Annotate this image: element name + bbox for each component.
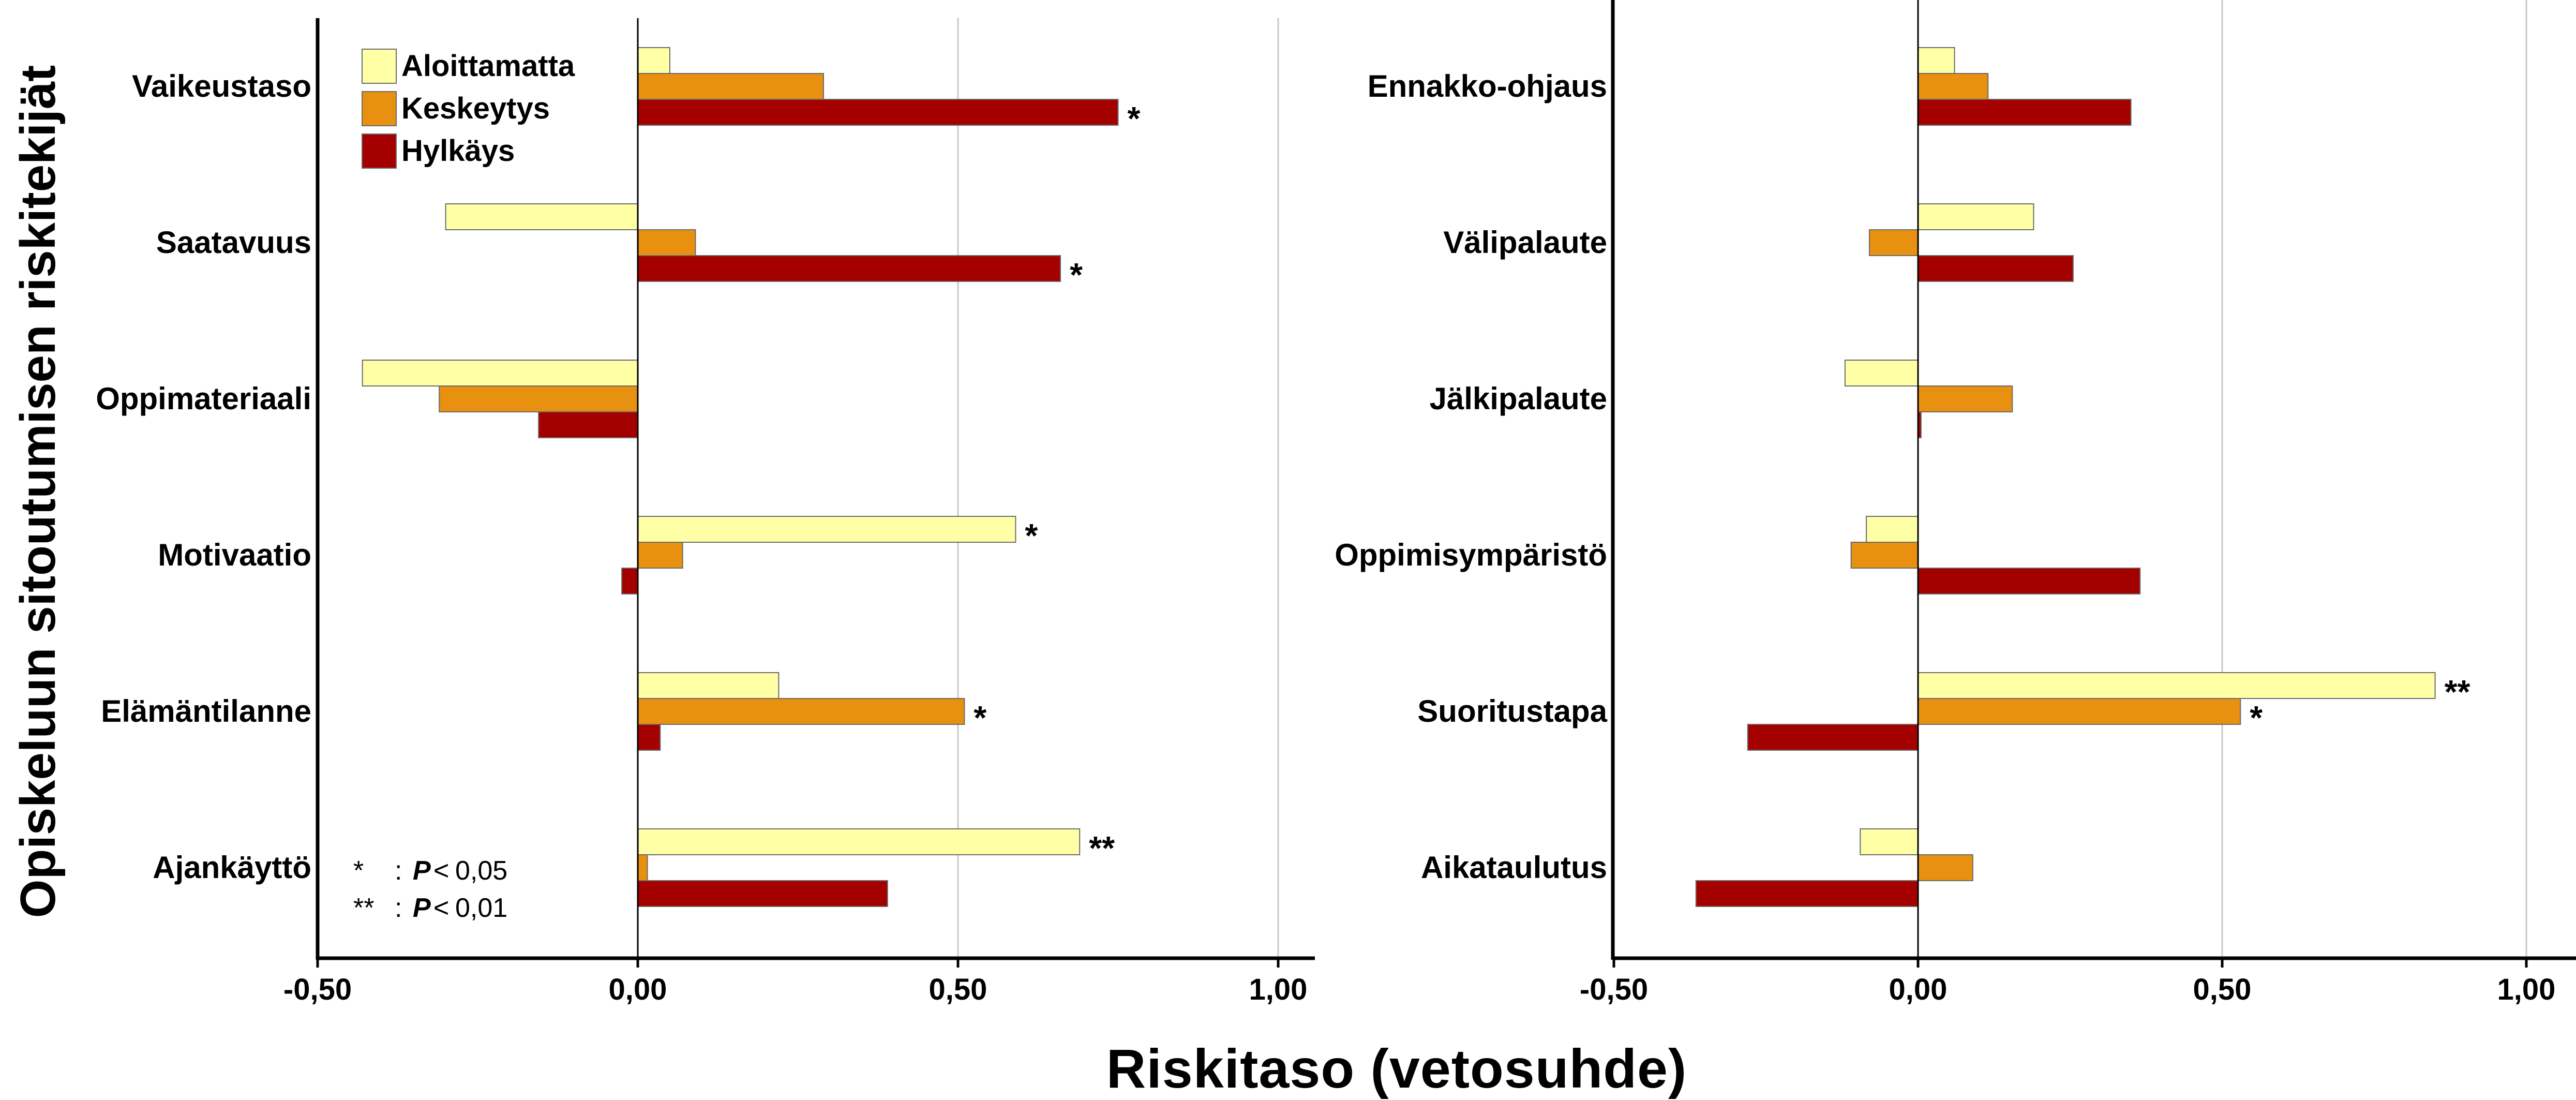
note-operator: < bbox=[433, 856, 449, 886]
bar bbox=[637, 880, 888, 907]
legend-label: Aloittamatta bbox=[401, 49, 575, 83]
bar bbox=[362, 360, 638, 387]
bar bbox=[1918, 854, 1973, 881]
bar bbox=[1868, 229, 1919, 256]
bar bbox=[1918, 203, 2034, 230]
right-panel: ***-0,50 0,00 0,50 1,00Ennakko-ohjausVälipa… bbox=[1335, 0, 2576, 1006]
bar bbox=[1918, 698, 2241, 725]
category-label: Vaikeustaso bbox=[132, 69, 311, 103]
bar bbox=[1918, 672, 2436, 699]
bar bbox=[1695, 880, 1919, 907]
bar bbox=[439, 385, 638, 412]
note-symbol: * bbox=[353, 856, 364, 886]
bar bbox=[637, 229, 696, 256]
legend-swatch bbox=[362, 133, 397, 169]
bar bbox=[1866, 516, 1919, 543]
left-panel: ******-0,50 0,00 0,50 1,00VaikeustasoSaatav… bbox=[96, 18, 1315, 1006]
note-value: 0,05 bbox=[455, 856, 507, 886]
significance-mark: ** bbox=[2445, 673, 2470, 710]
x-axis-label: Riskitaso (vetosuhde) bbox=[1106, 1038, 1687, 1099]
x-tick-label: -0,50 bbox=[283, 973, 352, 1006]
bar bbox=[1844, 360, 1919, 387]
x-tick-label: 1,00 bbox=[2497, 973, 2556, 1006]
bar bbox=[1918, 568, 2141, 594]
legend-swatch bbox=[362, 49, 397, 84]
bar bbox=[637, 854, 648, 881]
x-tick-label: 0,50 bbox=[929, 973, 987, 1006]
bar bbox=[1918, 385, 2013, 412]
category-label: Elämäntilanne bbox=[101, 694, 311, 729]
legend-label: Hylkäys bbox=[401, 134, 515, 168]
x-tick-label: 1,00 bbox=[1249, 973, 1308, 1006]
bar bbox=[637, 828, 1081, 855]
category-label: Ajankäyttö bbox=[153, 850, 311, 885]
significance-mark: * bbox=[1128, 100, 1141, 137]
bar bbox=[637, 73, 825, 100]
bar bbox=[1918, 47, 1955, 74]
category-label: Välipalaute bbox=[1443, 225, 1607, 260]
bar bbox=[1918, 73, 1989, 100]
legend-label: Keskeytys bbox=[401, 92, 550, 125]
category-label: Oppimateriaali bbox=[96, 381, 311, 416]
x-tick-label: 0,00 bbox=[1889, 973, 1948, 1006]
bar bbox=[621, 568, 639, 594]
bar bbox=[637, 724, 661, 751]
bar bbox=[1918, 99, 2132, 126]
bar bbox=[1860, 828, 1919, 855]
bar bbox=[1850, 542, 1919, 569]
bar bbox=[1747, 724, 1919, 751]
bar bbox=[637, 672, 780, 699]
bar bbox=[637, 99, 1119, 126]
x-tick-label: 0,00 bbox=[609, 973, 667, 1006]
category-label: Suoritustapa bbox=[1417, 694, 1607, 729]
bar bbox=[445, 203, 638, 230]
bar bbox=[1918, 255, 2074, 282]
significance-mark: * bbox=[1070, 256, 1083, 293]
bar bbox=[637, 47, 670, 74]
category-label: Saatavuus bbox=[156, 225, 311, 260]
category-label: Oppimisympäristö bbox=[1335, 538, 1607, 572]
x-tick-label: 0,50 bbox=[2193, 973, 2252, 1006]
significance-note: *: P <0,05 **: P <0,01 bbox=[353, 856, 507, 923]
note-p: P bbox=[413, 893, 431, 923]
x-tick-label: -0,50 bbox=[1580, 973, 1648, 1006]
category-label: Jälkipalaute bbox=[1429, 381, 1607, 416]
bar bbox=[637, 698, 965, 725]
note-separator: : bbox=[395, 893, 402, 923]
significance-mark: * bbox=[974, 699, 986, 736]
bar bbox=[538, 411, 638, 438]
bar bbox=[637, 516, 1016, 543]
bar bbox=[637, 542, 683, 569]
significance-mark: * bbox=[2250, 699, 2263, 736]
y-axis-label: Opiskeluun sitoutumisen riskitekijät bbox=[10, 65, 66, 918]
significance-mark: ** bbox=[1089, 829, 1115, 867]
bar bbox=[637, 255, 1061, 282]
significance-mark: * bbox=[1025, 517, 1038, 554]
note-separator: : bbox=[395, 856, 402, 886]
category-label: Ennakko-ohjaus bbox=[1368, 69, 1607, 103]
note-value: 0,01 bbox=[455, 893, 507, 923]
category-label: Aikataulutus bbox=[1421, 850, 1607, 885]
note-operator: < bbox=[433, 893, 449, 923]
note-p: P bbox=[413, 856, 431, 886]
legend-swatch bbox=[362, 91, 397, 126]
note-symbol: ** bbox=[353, 893, 374, 923]
category-label: Motivaatio bbox=[158, 538, 311, 572]
legend: Aloittamatta Keskeytys Hylkäys bbox=[362, 49, 575, 169]
